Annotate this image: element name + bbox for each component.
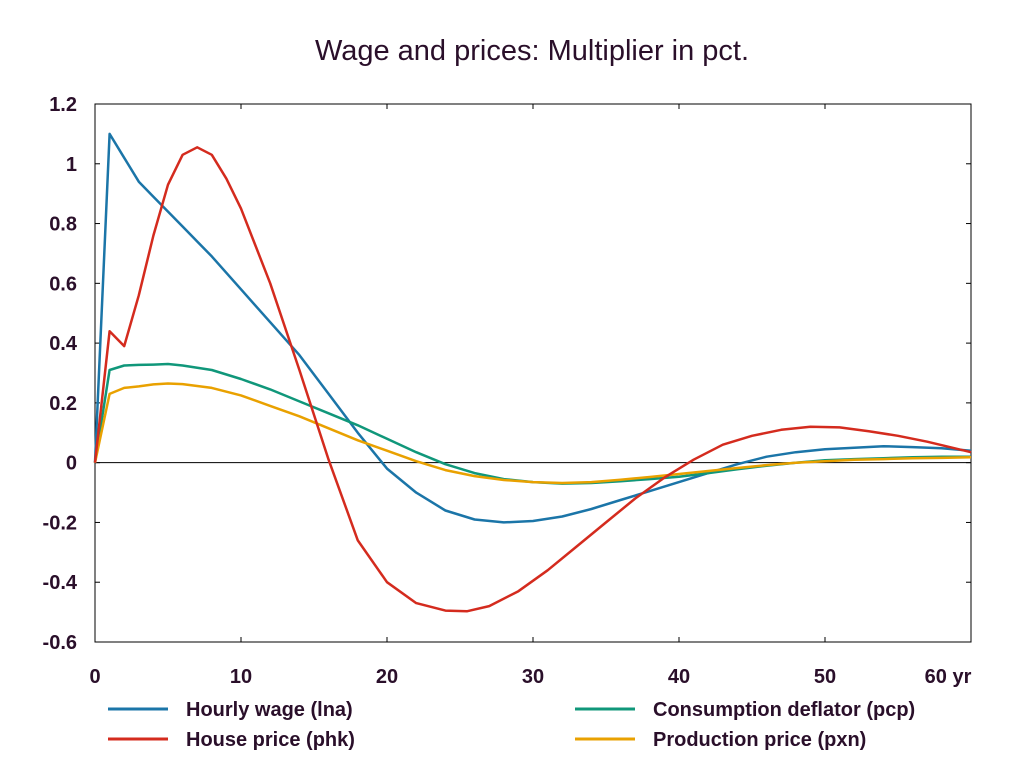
x-tick-label: 60 yr [925, 666, 972, 688]
legend-label: Hourly wage (lna) [186, 699, 353, 721]
chart-title: Wage and prices: Multiplier in pct. [315, 35, 749, 67]
y-tick-label: -0.2 [43, 512, 77, 534]
x-tick-label: 40 [668, 666, 690, 688]
x-tick-label: 0 [89, 666, 100, 688]
series-line [93, 132, 972, 524]
series-line [93, 146, 972, 613]
y-tick-label: 0.6 [49, 273, 77, 295]
legend-label: Production price (pxn) [653, 729, 866, 751]
series-layer [93, 132, 972, 613]
y-tick-label: 1 [66, 154, 77, 176]
y-tick-label: 0.2 [49, 393, 77, 415]
legend: Hourly wage (lna) House price (phk) Consum… [108, 699, 915, 751]
y-tick-label: -0.6 [43, 632, 77, 654]
y-tick-label: -0.4 [43, 572, 78, 594]
plot-frame [94, 103, 972, 643]
y-tick-label: 0.4 [49, 333, 78, 355]
legend-label: House price (phk) [186, 729, 355, 751]
series-line [93, 382, 972, 485]
series-line [93, 362, 971, 485]
y-tick-label: 1.2 [49, 94, 77, 116]
legend-label: Consumption deflator (pcp) [653, 699, 915, 721]
x-tick-label: 20 [376, 666, 398, 688]
axis-ticks: -0.6 -0.4 -0.2 0 0.2 0.4 0.6 0.8 1 1.2 0 10 20 30 40 50… [43, 94, 972, 688]
x-tick-label: 30 [522, 666, 544, 688]
y-tick-label: 0 [66, 453, 77, 475]
y-tick-label: 0.8 [49, 214, 77, 236]
x-tick-label: 50 [814, 666, 836, 688]
x-tick-label: 10 [230, 666, 252, 688]
